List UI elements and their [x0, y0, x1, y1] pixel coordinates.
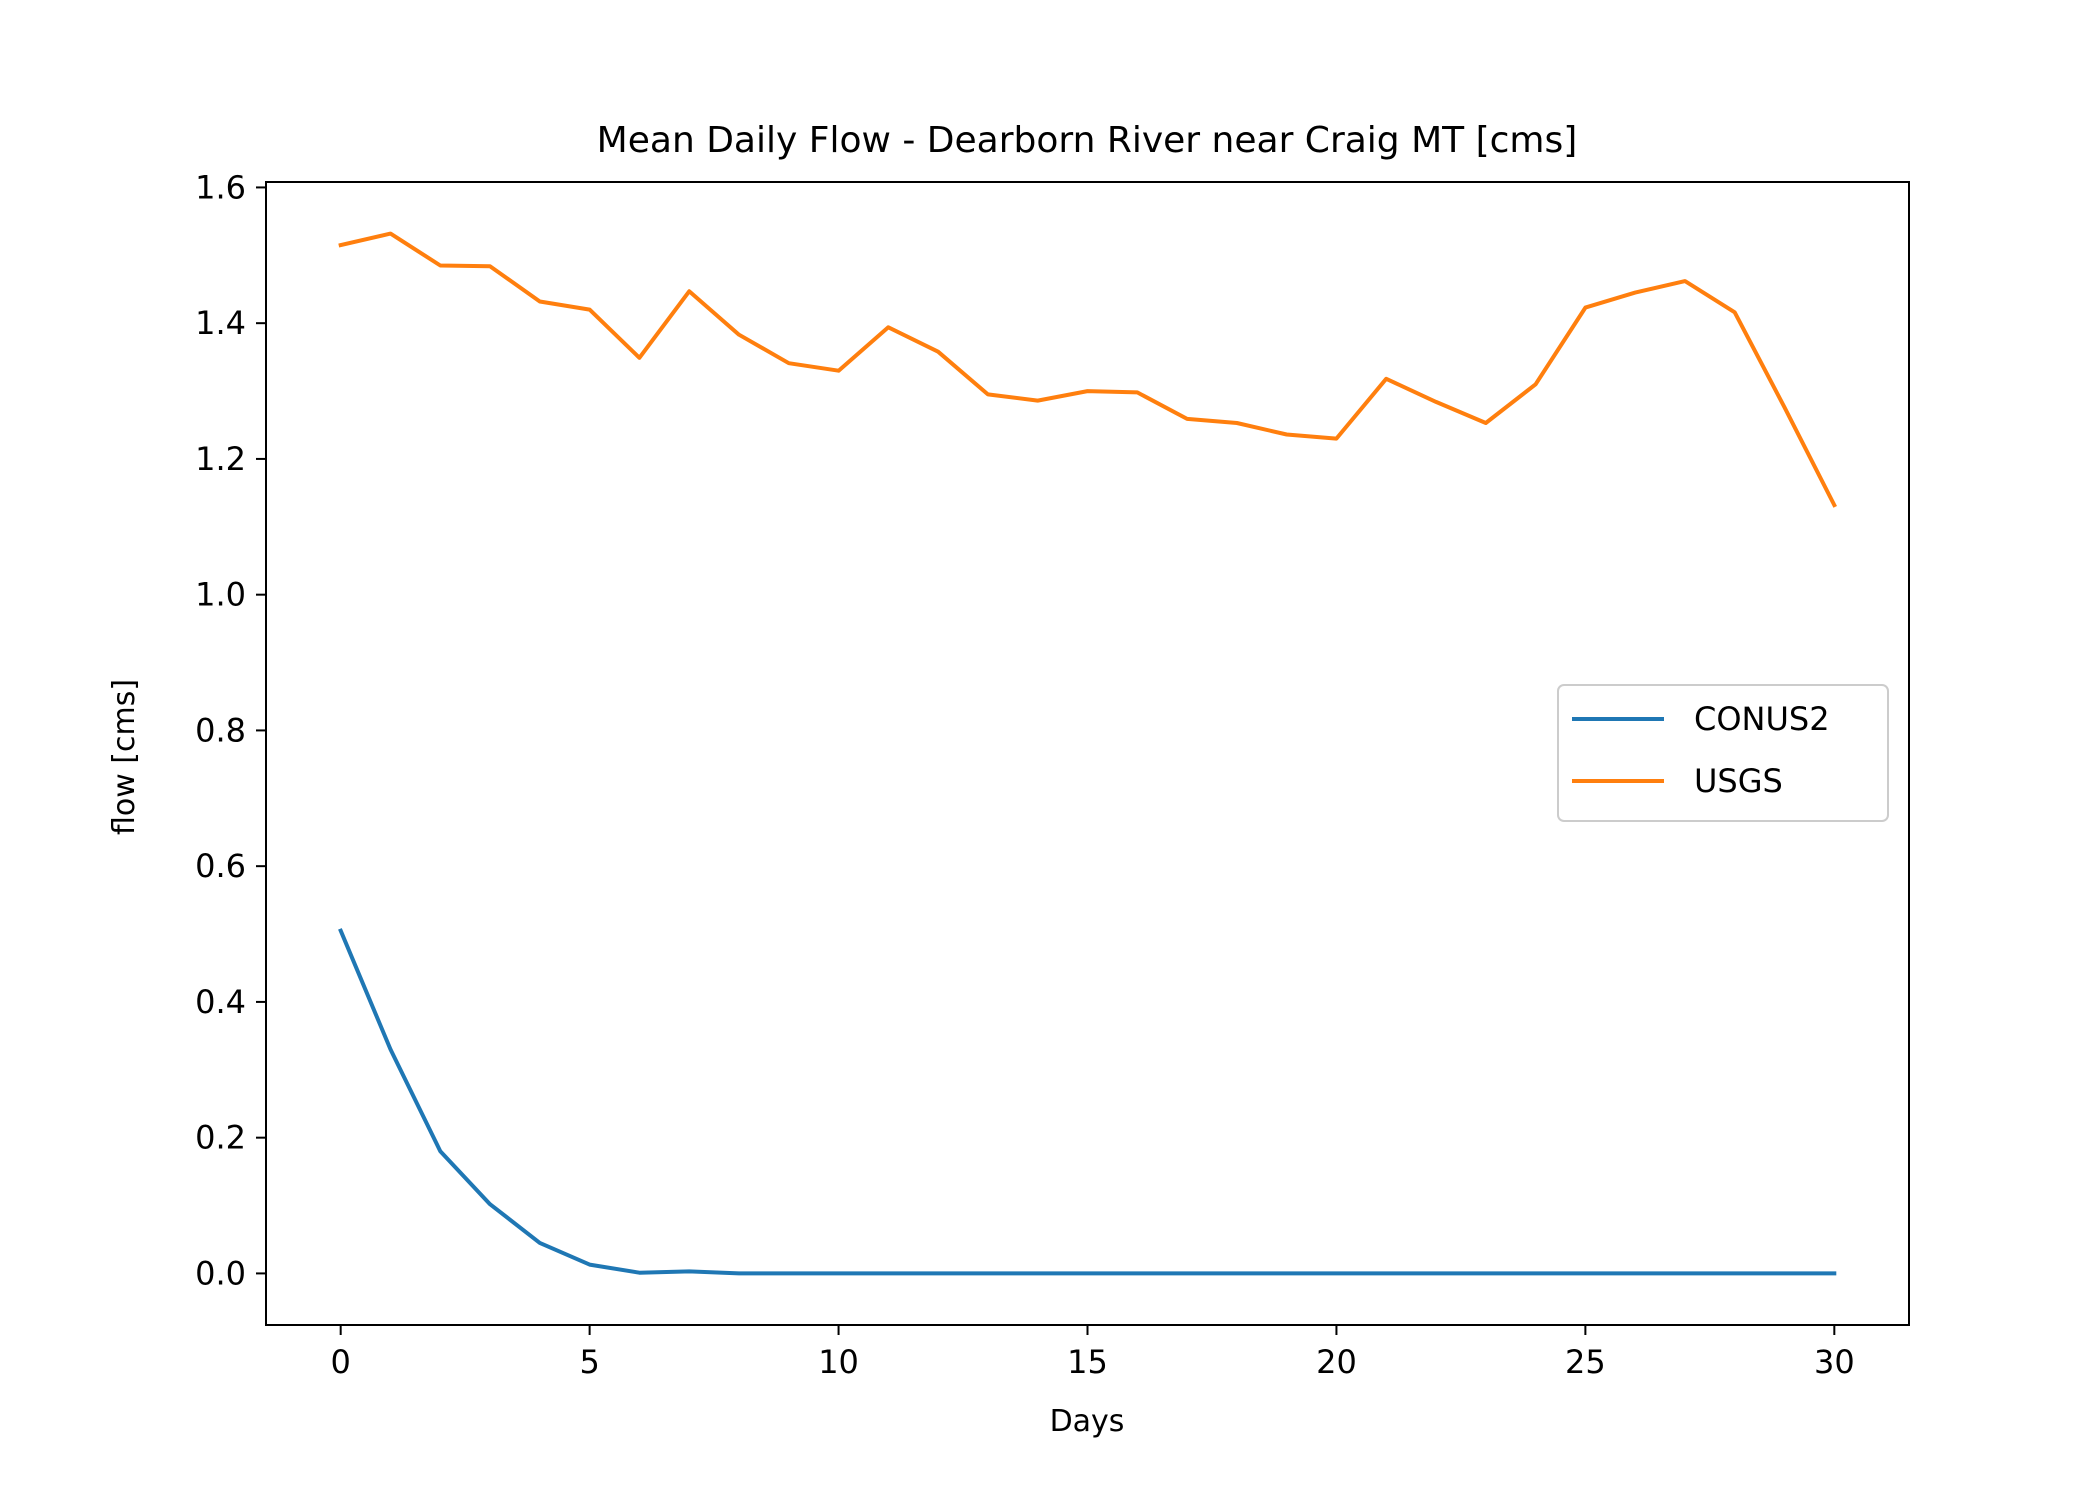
series-lines	[338, 231, 1837, 1276]
y-tick-label: 1.4	[195, 304, 246, 342]
y-tick-label: 0.2	[195, 1119, 246, 1157]
y-tick-label: 1.6	[195, 168, 246, 206]
legend: CONUS2 USGS	[1557, 684, 1889, 822]
y-tick-label: 0.0	[195, 1254, 246, 1292]
x-tick-label: 25	[1565, 1343, 1606, 1381]
x-tick-label: 5	[579, 1343, 599, 1381]
x-tick-label: 10	[818, 1343, 859, 1381]
chart-title: Mean Daily Flow - Dearborn River near Cr…	[597, 120, 1578, 161]
y-tick-label: 0.4	[195, 983, 246, 1021]
x-tick-label: 20	[1316, 1343, 1357, 1381]
x-tick-label: 0	[331, 1343, 351, 1381]
x-tick-label: 30	[1814, 1343, 1855, 1381]
axis-ticks: 0 5 10 15 20 25 30 0.0 0.2 0.4 0.6 0.8 1.0 1.2 1.4 1.6	[195, 168, 1855, 1381]
legend-label-conus2: CONUS2	[1694, 700, 1830, 738]
series-line-conus2	[338, 928, 1837, 1276]
series-line-usgs	[338, 231, 1837, 508]
x-tick-label: 15	[1067, 1343, 1108, 1381]
y-tick-label: 0.8	[195, 711, 246, 749]
y-axis-label: flow [cms]	[107, 679, 142, 835]
legend-label-usgs: USGS	[1694, 762, 1783, 800]
y-tick-label: 1.0	[195, 576, 246, 614]
plot-area-frame	[265, 181, 1910, 1326]
y-tick-label: 1.2	[195, 440, 246, 478]
x-axis-label: Days	[1050, 1404, 1125, 1439]
y-tick-label: 0.6	[195, 847, 246, 885]
